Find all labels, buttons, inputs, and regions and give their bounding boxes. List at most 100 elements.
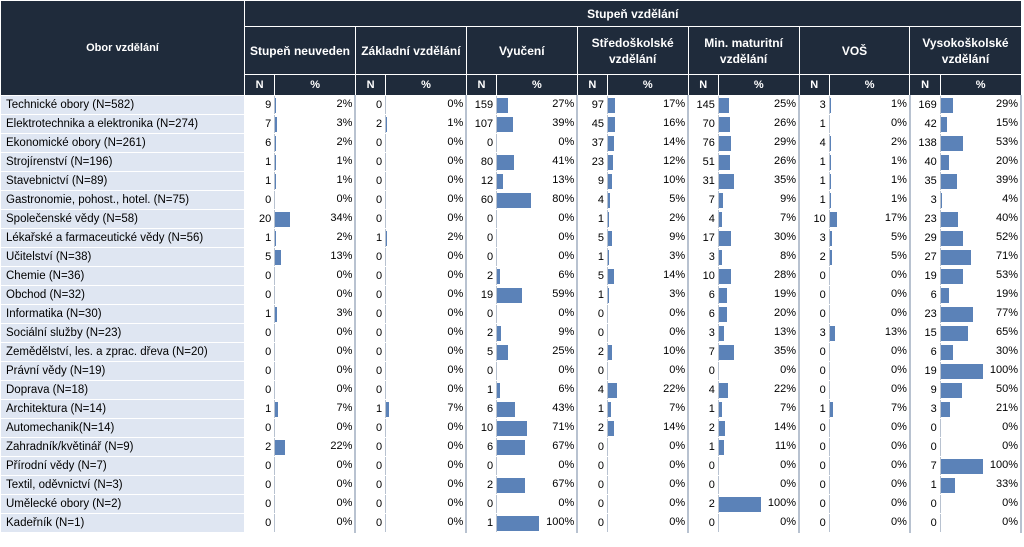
count-cell: 0: [244, 361, 276, 381]
percent-value: 0%: [558, 364, 575, 376]
percent-value: 43%: [552, 402, 575, 414]
percent-cell: 0%: [940, 418, 1022, 438]
percent-cell: 0%: [385, 209, 468, 229]
percent-cell: 100%: [940, 456, 1022, 476]
percent-value: 0%: [891, 459, 907, 471]
table-row: Umělecké obory (N=2) 0 0% 0 0% 0 0% 0 0% 2 100% 0 0%…: [0, 494, 1022, 514]
count-cell: 0: [354, 494, 387, 514]
percent-cell: 0%: [718, 513, 801, 533]
percent-bar: [940, 345, 954, 360]
percent-cell: 0%: [385, 342, 468, 362]
percent-value: 0%: [447, 497, 464, 509]
row-label: Gastronomie, pohost., hotel. (N=75): [0, 190, 246, 210]
percent-value: 13%: [552, 174, 575, 186]
count-cell: 0: [244, 342, 276, 362]
percent-value: 0%: [447, 307, 464, 319]
count-cell: 1: [909, 475, 941, 495]
percent-bar: [940, 117, 947, 132]
percent-bar: [275, 212, 290, 227]
percent-cell: 10%: [607, 171, 690, 191]
count-cell: 2: [465, 266, 498, 286]
percent-value: 0%: [891, 364, 907, 376]
percent-bar: [940, 250, 971, 265]
percent-cell: 0%: [607, 304, 690, 324]
percent-value: 14%: [774, 421, 797, 433]
count-cell: 0: [798, 285, 830, 305]
percent-value: 22%: [330, 440, 353, 452]
table-title: Stupeň vzdělání: [244, 0, 1022, 27]
percent-cell: 80%: [496, 190, 579, 210]
count-cell: 1: [244, 399, 276, 419]
count-cell: 1: [576, 399, 608, 419]
table-row: Společenské vědy (N=58) 20 34% 0 0% 0 0% 1 2% 4 7%…: [0, 209, 1022, 229]
percent-value: 0%: [891, 421, 907, 433]
percent-cell: 7%: [718, 209, 801, 229]
percent-value: 29%: [995, 98, 1018, 110]
percent-cell: 0%: [385, 494, 468, 514]
percent-cell: 0%: [385, 190, 468, 210]
count-cell: 0: [798, 380, 830, 400]
percent-value: 22%: [663, 383, 686, 395]
percent-cell: 2%: [274, 228, 357, 248]
sub-header-row: N% N% N% N% N% N% N%: [1, 74, 1022, 96]
count-cell: 4: [687, 209, 719, 229]
percent-bar: [497, 269, 500, 284]
percent-value: 0%: [336, 516, 353, 528]
percent-value: 5%: [669, 193, 686, 205]
percent-bar: [497, 516, 540, 531]
percent-value: 1%: [447, 117, 464, 129]
percent-value: 67%: [552, 478, 575, 490]
row-label: Ekonomické obory (N=261): [0, 133, 246, 153]
count-cell: 138: [909, 133, 941, 153]
percent-cell: 6%: [496, 380, 579, 400]
percent-cell: 0%: [607, 513, 690, 533]
row-label: Obchod (N=32): [0, 285, 246, 305]
count-cell: 0: [465, 456, 498, 476]
count-cell: 0: [576, 437, 608, 457]
percent-column-header: %: [496, 74, 578, 96]
percent-cell: 0%: [385, 456, 468, 476]
row-label: Zemědělství, les. a zprac. dřeva (N=20): [0, 342, 246, 362]
percent-cell: 8%: [718, 247, 801, 267]
count-cell: 0: [465, 209, 498, 229]
percent-bar: [940, 269, 963, 284]
percent-value: 0%: [447, 155, 464, 167]
percent-value: 0%: [891, 307, 907, 319]
percent-value: 0%: [336, 326, 353, 338]
percent-cell: 0%: [385, 304, 468, 324]
count-cell: 5: [576, 228, 608, 248]
percent-cell: 100%: [718, 494, 801, 514]
percent-bar: [940, 364, 983, 379]
count-cell: 0: [354, 95, 387, 115]
table-row: Architektura (N=14) 1 7% 1 7% 6 43% 1 7% 1 7% 1 7% 3 2…: [0, 399, 1022, 419]
percent-value: 0%: [447, 250, 464, 262]
percent-value: 0%: [447, 212, 464, 224]
row-label: Elektrotechnika a elektronika (N=274): [0, 114, 246, 134]
percent-value: 0%: [336, 383, 353, 395]
percent-bar: [940, 136, 963, 151]
count-cell: 5: [465, 342, 498, 362]
percent-value: 0%: [780, 516, 797, 528]
count-cell: 0: [687, 513, 719, 533]
count-cell: 0: [798, 475, 830, 495]
count-cell: 0: [465, 228, 498, 248]
count-cell: 0: [354, 513, 387, 533]
row-label: Doprava (N=18): [0, 380, 246, 400]
percent-bar: [275, 117, 277, 132]
count-cell: 0: [244, 380, 276, 400]
count-cell: 6: [909, 285, 941, 305]
percent-column-header: %: [939, 74, 1022, 96]
percent-value: 0%: [447, 288, 464, 300]
percent-cell: 14%: [607, 133, 690, 153]
percent-cell: 0%: [496, 361, 579, 381]
group-header: Vysokoškolské vzdělání: [909, 26, 1022, 75]
group-header: Základní vzdělání: [354, 26, 467, 75]
percent-cell: 0%: [607, 437, 690, 457]
percent-cell: 26%: [718, 114, 801, 134]
percent-bar: [275, 136, 277, 151]
count-cell: 5: [576, 266, 608, 286]
percent-value: 0%: [669, 516, 686, 528]
percent-cell: 0%: [607, 456, 690, 476]
count-cell: 0: [687, 361, 719, 381]
percent-value: 0%: [336, 421, 353, 433]
